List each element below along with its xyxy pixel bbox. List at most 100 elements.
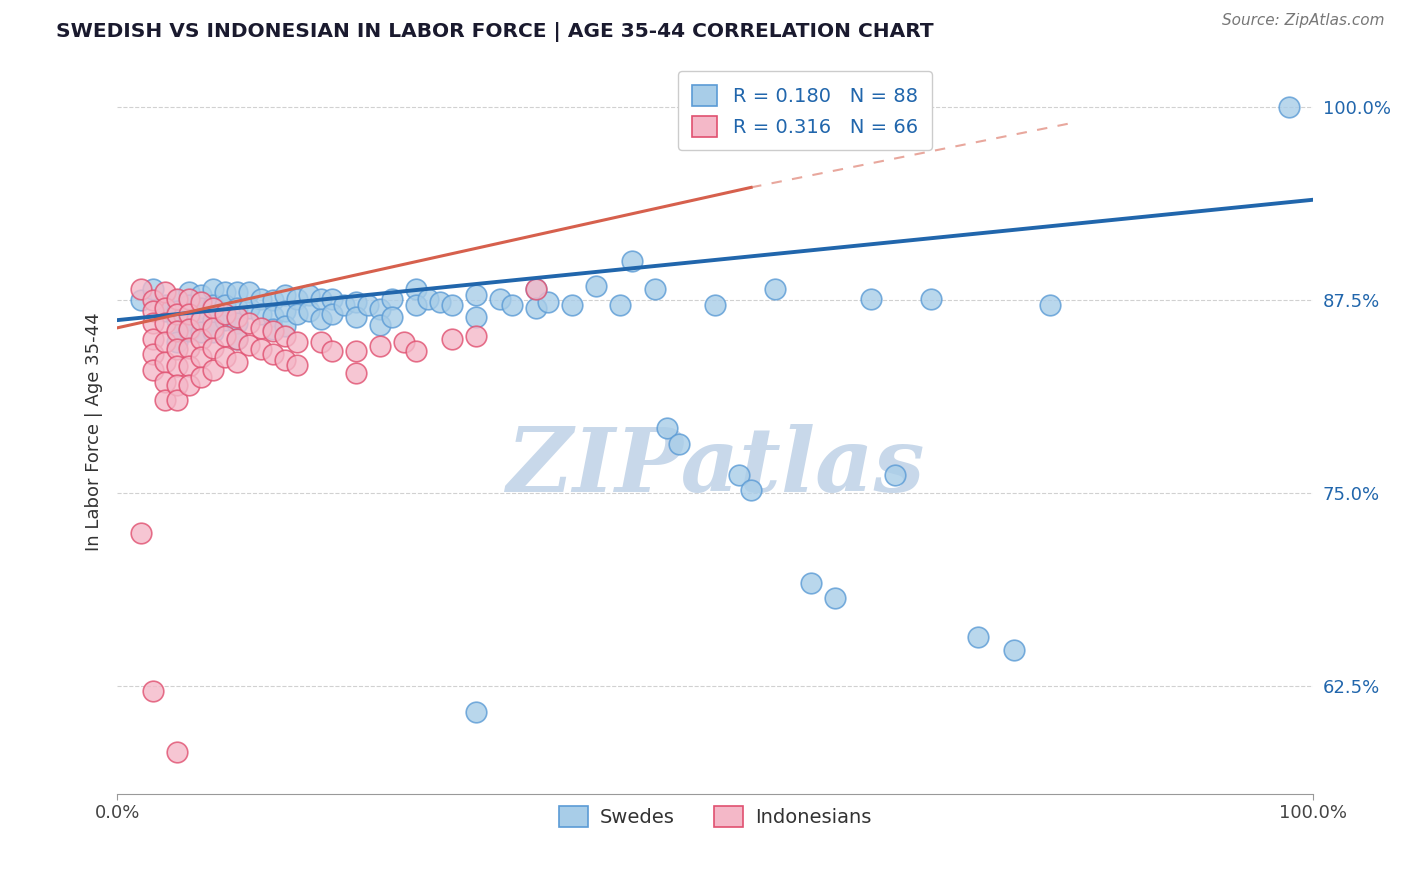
Point	[297, 304, 319, 318]
Point	[153, 375, 176, 389]
Point	[465, 328, 488, 343]
Point	[285, 358, 308, 372]
Point	[800, 575, 823, 590]
Point	[920, 292, 942, 306]
Point	[166, 292, 188, 306]
Point	[214, 313, 236, 327]
Point	[142, 282, 165, 296]
Point	[249, 343, 271, 357]
Point	[728, 467, 751, 482]
Point	[225, 301, 247, 315]
Y-axis label: In Labor Force | Age 35-44: In Labor Force | Age 35-44	[86, 312, 103, 550]
Point	[177, 292, 200, 306]
Point	[262, 324, 284, 338]
Point	[177, 324, 200, 338]
Point	[394, 334, 416, 349]
Point	[763, 282, 786, 296]
Point	[405, 298, 427, 312]
Point	[201, 313, 224, 327]
Point	[177, 313, 200, 327]
Point	[166, 745, 188, 759]
Point	[357, 298, 380, 312]
Point	[333, 298, 356, 312]
Point	[644, 282, 666, 296]
Point	[524, 301, 547, 315]
Point	[214, 350, 236, 364]
Point	[225, 316, 247, 330]
Point	[262, 309, 284, 323]
Point	[740, 483, 762, 497]
Point	[405, 344, 427, 359]
Point	[190, 313, 212, 327]
Point	[190, 294, 212, 309]
Point	[704, 298, 727, 312]
Point	[249, 307, 271, 321]
Point	[201, 321, 224, 335]
Point	[249, 321, 271, 335]
Point	[201, 301, 224, 315]
Point	[201, 362, 224, 376]
Point	[142, 683, 165, 698]
Point	[153, 393, 176, 408]
Point	[465, 310, 488, 324]
Point	[585, 279, 607, 293]
Point	[153, 355, 176, 369]
Point	[214, 328, 236, 343]
Point	[465, 705, 488, 719]
Point	[177, 322, 200, 336]
Point	[561, 298, 583, 312]
Point	[142, 332, 165, 346]
Point	[177, 285, 200, 300]
Point	[405, 282, 427, 296]
Legend: Swedes, Indonesians: Swedes, Indonesians	[551, 798, 879, 835]
Point	[297, 288, 319, 302]
Point	[129, 282, 152, 296]
Point	[285, 334, 308, 349]
Point	[201, 869, 224, 883]
Point	[1002, 643, 1025, 657]
Point	[166, 334, 188, 349]
Point	[381, 310, 404, 324]
Point	[967, 630, 990, 644]
Point	[381, 292, 404, 306]
Point	[537, 294, 560, 309]
Point	[273, 304, 295, 318]
Point	[201, 341, 224, 355]
Point	[166, 307, 188, 321]
Point	[238, 285, 260, 300]
Point	[309, 311, 332, 326]
Point	[824, 591, 846, 605]
Point	[501, 298, 523, 312]
Point	[201, 326, 224, 340]
Point	[142, 316, 165, 330]
Point	[190, 326, 212, 340]
Point	[883, 467, 905, 482]
Text: SWEDISH VS INDONESIAN IN LABOR FORCE | AGE 35-44 CORRELATION CHART: SWEDISH VS INDONESIAN IN LABOR FORCE | A…	[56, 22, 934, 42]
Point	[166, 324, 188, 338]
Point	[190, 370, 212, 384]
Point	[321, 307, 343, 321]
Point	[1278, 100, 1301, 114]
Point	[285, 307, 308, 321]
Text: Source: ZipAtlas.com: Source: ZipAtlas.com	[1222, 13, 1385, 29]
Point	[524, 282, 547, 296]
Point	[859, 292, 882, 306]
Point	[225, 310, 247, 324]
Point	[321, 344, 343, 359]
Point	[609, 298, 631, 312]
Point	[273, 328, 295, 343]
Point	[344, 366, 367, 380]
Point	[190, 350, 212, 364]
Point	[166, 324, 188, 338]
Point	[620, 254, 643, 268]
Point	[262, 293, 284, 307]
Point	[177, 359, 200, 374]
Point	[177, 378, 200, 392]
Point	[441, 298, 464, 312]
Point	[238, 338, 260, 352]
Point	[668, 436, 690, 450]
Point	[177, 307, 200, 321]
Point	[262, 347, 284, 361]
Point	[201, 282, 224, 296]
Point	[153, 304, 176, 318]
